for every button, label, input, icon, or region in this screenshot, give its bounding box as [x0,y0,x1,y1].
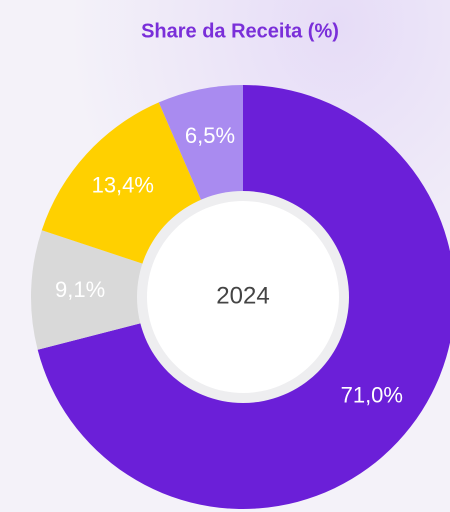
slice [30,230,243,350]
center-label: 2024 [216,282,269,309]
value-label: 13,4% [92,173,154,198]
value-label: 71,0% [341,383,403,408]
value-label: 6,5% [185,123,235,148]
chart-title: Share da Receita (%) [141,20,339,42]
inner-hole [147,201,339,393]
value-label: 9,1% [55,277,105,302]
